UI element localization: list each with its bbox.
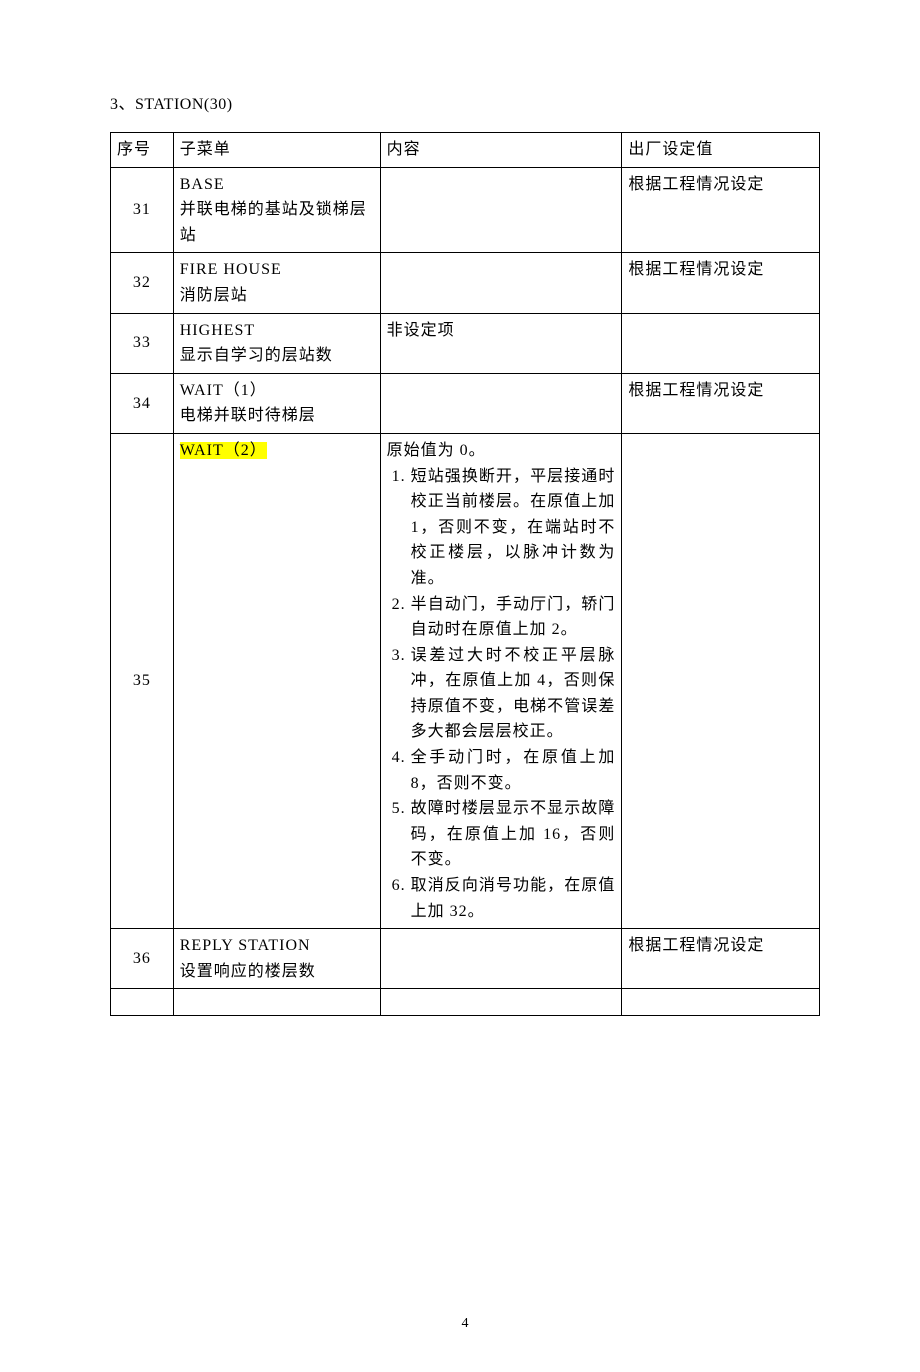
cell-content: 原始值为 0。 短站强换断开，平层接通时校正当前楼层。在原值上加 1，否则不变，… xyxy=(380,433,622,928)
cell-factory: 根据工程情况设定 xyxy=(622,373,820,433)
list-item: 半自动门，手动厅门，轿门自动时在原值上加 2。 xyxy=(411,592,616,643)
cell-sub: WAIT（1） 电梯并联时待梯层 xyxy=(173,373,380,433)
cell-content: 非设定项 xyxy=(380,313,622,373)
empty-cell xyxy=(380,989,622,1016)
cell-content xyxy=(380,167,622,253)
page-number: 4 xyxy=(110,1316,820,1332)
cell-content xyxy=(380,253,622,313)
table-row: 35 WAIT（2） 原始值为 0。 短站强换断开，平层接通时校正当前楼层。在原… xyxy=(111,433,820,928)
cell-num: 31 xyxy=(111,167,174,253)
cell-content xyxy=(380,929,622,989)
col-header-content: 内容 xyxy=(380,133,622,168)
list-item: 故障时楼层显示不显示故障码，在原值上加 16，否则不变。 xyxy=(411,796,616,873)
cell-sub: WAIT（2） xyxy=(173,433,380,928)
empty-cell xyxy=(111,989,174,1016)
cell-num: 33 xyxy=(111,313,174,373)
cell-sub: HIGHEST 显示自学习的层站数 xyxy=(173,313,380,373)
cell-num: 32 xyxy=(111,253,174,313)
col-header-sub: 子菜单 xyxy=(173,133,380,168)
cell-sub: BASE 并联电梯的基站及锁梯层站 xyxy=(173,167,380,253)
col-header-factory: 出厂设定值 xyxy=(622,133,820,168)
cell-factory xyxy=(622,433,820,928)
list-item: 取消反向消号功能，在原值上加 32。 xyxy=(411,873,616,924)
list-item: 全手动门时，在原值上加 8，否则不变。 xyxy=(411,745,616,796)
list-item: 误差过大时不校正平层脉冲，在原值上加 4，否则保持原值不变，电梯不管误差多大都会… xyxy=(411,643,616,745)
content-list: 短站强换断开，平层接通时校正当前楼层。在原值上加 1，否则不变，在端站时不校正楼… xyxy=(387,464,616,925)
empty-cell xyxy=(173,989,380,1016)
cell-factory: 根据工程情况设定 xyxy=(622,253,820,313)
cell-num: 35 xyxy=(111,433,174,928)
list-item: 短站强换断开，平层接通时校正当前楼层。在原值上加 1，否则不变，在端站时不校正楼… xyxy=(411,464,616,592)
col-header-num: 序号 xyxy=(111,133,174,168)
table-row: 31 BASE 并联电梯的基站及锁梯层站 根据工程情况设定 xyxy=(111,167,820,253)
cell-factory: 根据工程情况设定 xyxy=(622,929,820,989)
cell-sub: FIRE HOUSE 消防层站 xyxy=(173,253,380,313)
cell-content xyxy=(380,373,622,433)
table-row: 36 REPLY STATION 设置响应的楼层数 根据工程情况设定 xyxy=(111,929,820,989)
section-title: 3、STATION(30) xyxy=(110,90,820,114)
highlight-text: WAIT（2） xyxy=(180,442,267,459)
cell-num: 36 xyxy=(111,929,174,989)
empty-cell xyxy=(622,989,820,1016)
content-intro: 原始值为 0。 xyxy=(387,438,616,464)
table-row: 34 WAIT（1） 电梯并联时待梯层 根据工程情况设定 xyxy=(111,373,820,433)
table-empty-row xyxy=(111,989,820,1016)
station-table: 序号 子菜单 内容 出厂设定值 31 BASE 并联电梯的基站及锁梯层站 根据工… xyxy=(110,132,820,1016)
cell-factory xyxy=(622,313,820,373)
cell-sub: REPLY STATION 设置响应的楼层数 xyxy=(173,929,380,989)
cell-num: 34 xyxy=(111,373,174,433)
document-page: 3、STATION(30) 序号 子菜单 内容 出厂设定值 31 BASE 并联… xyxy=(0,0,920,1372)
cell-factory: 根据工程情况设定 xyxy=(622,167,820,253)
table-header-row: 序号 子菜单 内容 出厂设定值 xyxy=(111,133,820,168)
table-row: 32 FIRE HOUSE 消防层站 根据工程情况设定 xyxy=(111,253,820,313)
table-row: 33 HIGHEST 显示自学习的层站数 非设定项 xyxy=(111,313,820,373)
